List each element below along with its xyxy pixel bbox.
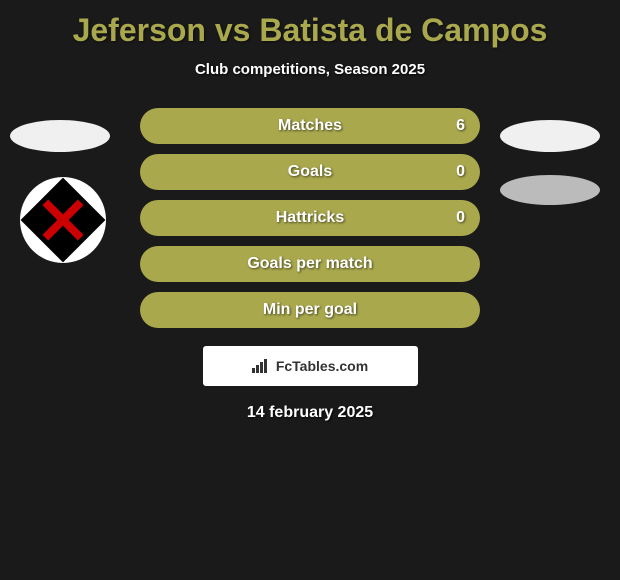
chart-icon (252, 359, 270, 373)
stat-label: Min per goal (263, 301, 357, 319)
stat-label: Matches (278, 117, 342, 135)
brand-footer[interactable]: FcTables.com (203, 346, 418, 386)
stat-value-right: 0 (456, 163, 465, 181)
stats-container: Matches 6 Goals 0 Hattricks 0 Goals per … (0, 108, 620, 328)
comparison-title: Jeferson vs Batista de Campos (0, 0, 620, 49)
brand-text: FcTables.com (276, 358, 368, 374)
comparison-subtitle: Club competitions, Season 2025 (0, 61, 620, 78)
stat-row-matches: Matches 6 (140, 108, 480, 144)
stat-row-hattricks: Hattricks 0 (140, 200, 480, 236)
stat-value-right: 0 (456, 209, 465, 227)
stat-row-goals: Goals 0 (140, 154, 480, 190)
stat-label: Goals (288, 163, 332, 181)
stat-row-gpm: Goals per match (140, 246, 480, 282)
stat-row-mpg: Min per goal (140, 292, 480, 328)
stat-value-right: 6 (456, 117, 465, 135)
date-label: 14 february 2025 (0, 404, 620, 422)
stat-label: Goals per match (247, 255, 372, 273)
stat-label: Hattricks (276, 209, 344, 227)
